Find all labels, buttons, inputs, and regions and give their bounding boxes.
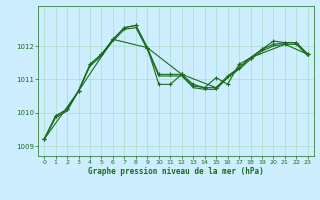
X-axis label: Graphe pression niveau de la mer (hPa): Graphe pression niveau de la mer (hPa)	[88, 167, 264, 176]
